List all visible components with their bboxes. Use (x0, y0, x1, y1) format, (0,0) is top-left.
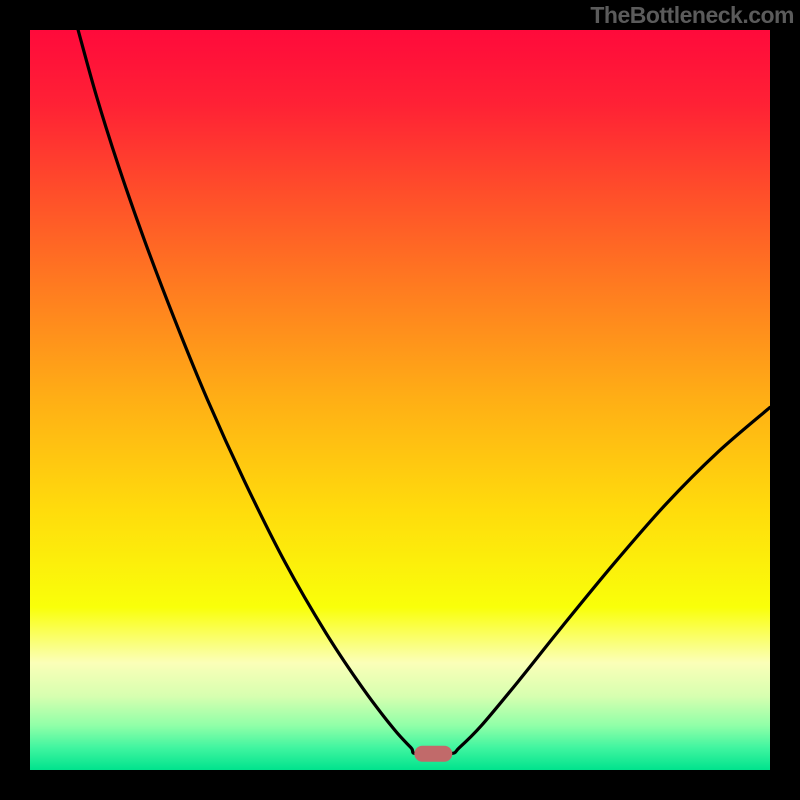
plot-background (30, 30, 770, 770)
bottleneck-chart (0, 0, 800, 800)
optimal-marker (414, 746, 452, 762)
watermark-text: TheBottleneck.com (590, 2, 794, 29)
chart-container: { "watermark": { "text": "TheBottleneck.… (0, 0, 800, 800)
